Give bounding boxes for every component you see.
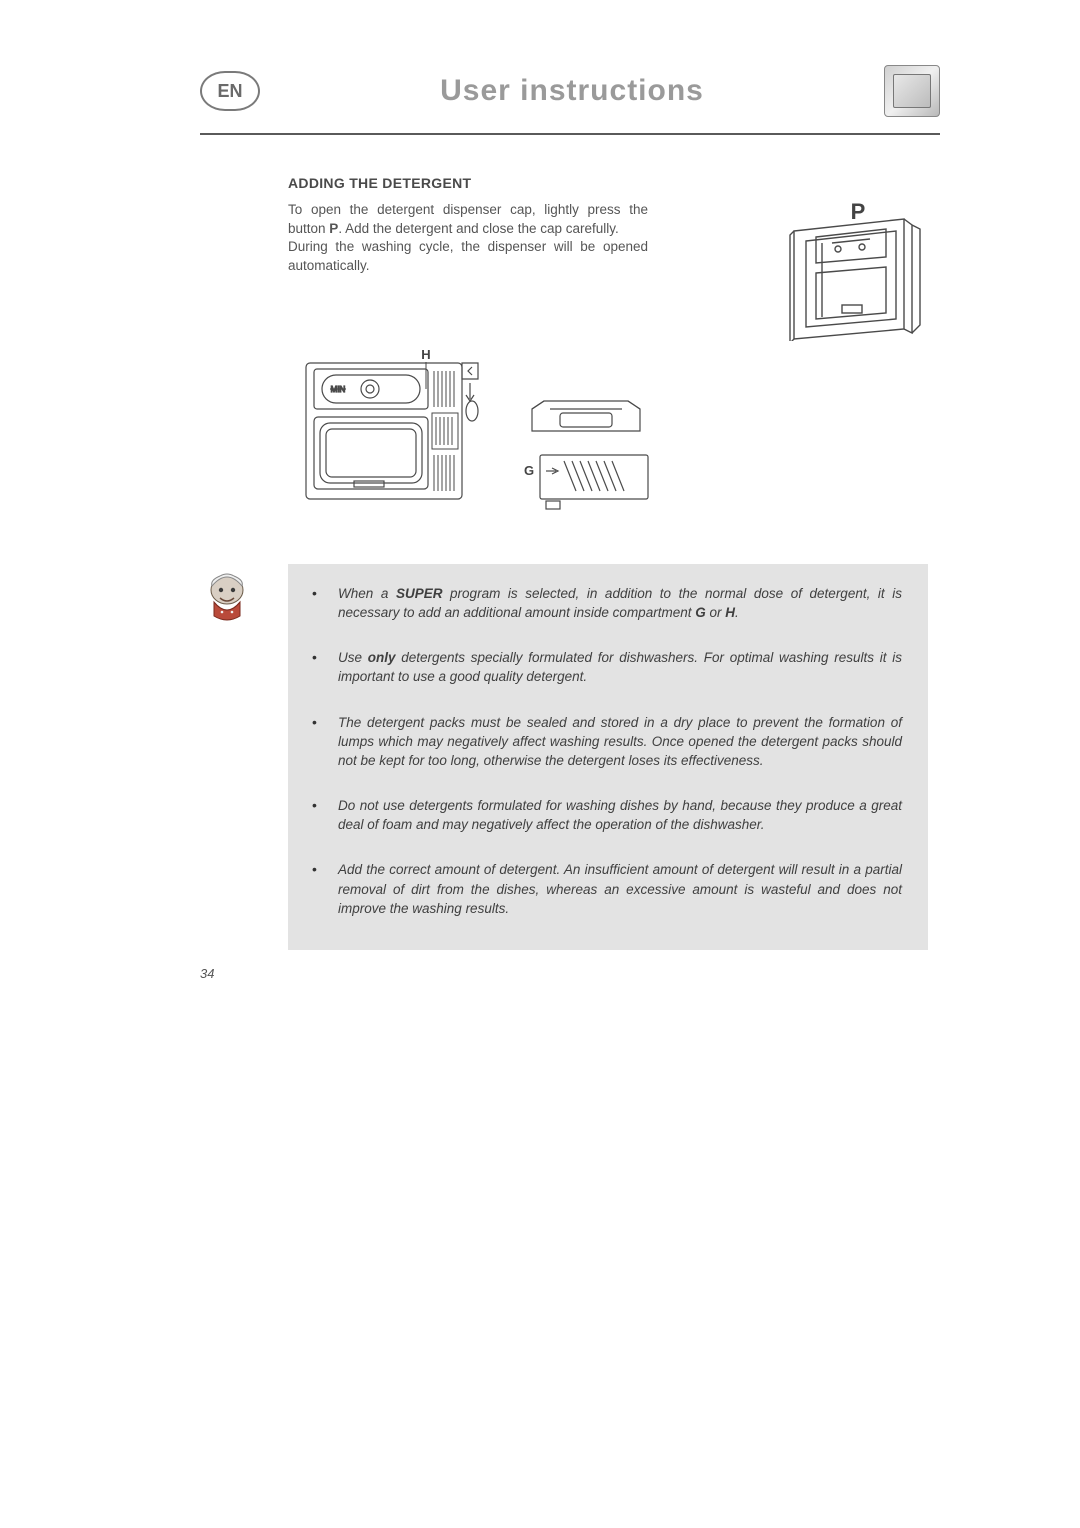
tips-box: When a SUPER program is selected, in add… [288, 564, 928, 950]
page-title: User instructions [260, 74, 884, 108]
page-number: 34 [200, 966, 214, 981]
tips-list: When a SUPER program is selected, in add… [302, 584, 902, 918]
tips-icon-column [200, 564, 288, 950]
compartment-g-diagram: G [516, 395, 656, 511]
intro-p-bold: P [329, 221, 338, 236]
intro-row: To open the detergent dispenser cap, lig… [288, 201, 928, 341]
label-p: P [851, 201, 866, 224]
content: ADDING THE DETERGENT To open the deterge… [288, 175, 928, 514]
tip-item: Do not use detergents formulated for was… [302, 796, 902, 834]
dishwasher-header-icon [884, 65, 940, 117]
header-rule [200, 133, 940, 135]
label-g: G [524, 463, 534, 478]
label-min: MIN [331, 385, 346, 394]
intro-part2: . Add the detergent and close the cap ca… [338, 221, 618, 236]
chef-advice-icon [200, 570, 254, 624]
tip-item: Add the correct amount of detergent. An … [302, 860, 902, 917]
intro-text: To open the detergent dispenser cap, lig… [288, 201, 648, 276]
intro-part3: During the washing cycle, the dispenser … [288, 239, 648, 273]
tip-item: When a SUPER program is selected, in add… [302, 584, 902, 622]
label-h: H [421, 349, 430, 362]
section-heading: ADDING THE DETERGENT [288, 175, 928, 191]
dispenser-top-diagram: H MIN [300, 349, 498, 514]
language-code: EN [217, 81, 242, 102]
language-badge: EN [200, 71, 260, 111]
tips-section: When a SUPER program is selected, in add… [200, 564, 940, 950]
compartment-diagrams: H MIN [300, 349, 928, 514]
tip-item: Use only detergents specially formulated… [302, 648, 902, 686]
tip-item: The detergent packs must be sealed and s… [302, 713, 902, 770]
header: EN User instructions [200, 65, 940, 127]
dispenser-press-diagram: P [788, 201, 928, 341]
